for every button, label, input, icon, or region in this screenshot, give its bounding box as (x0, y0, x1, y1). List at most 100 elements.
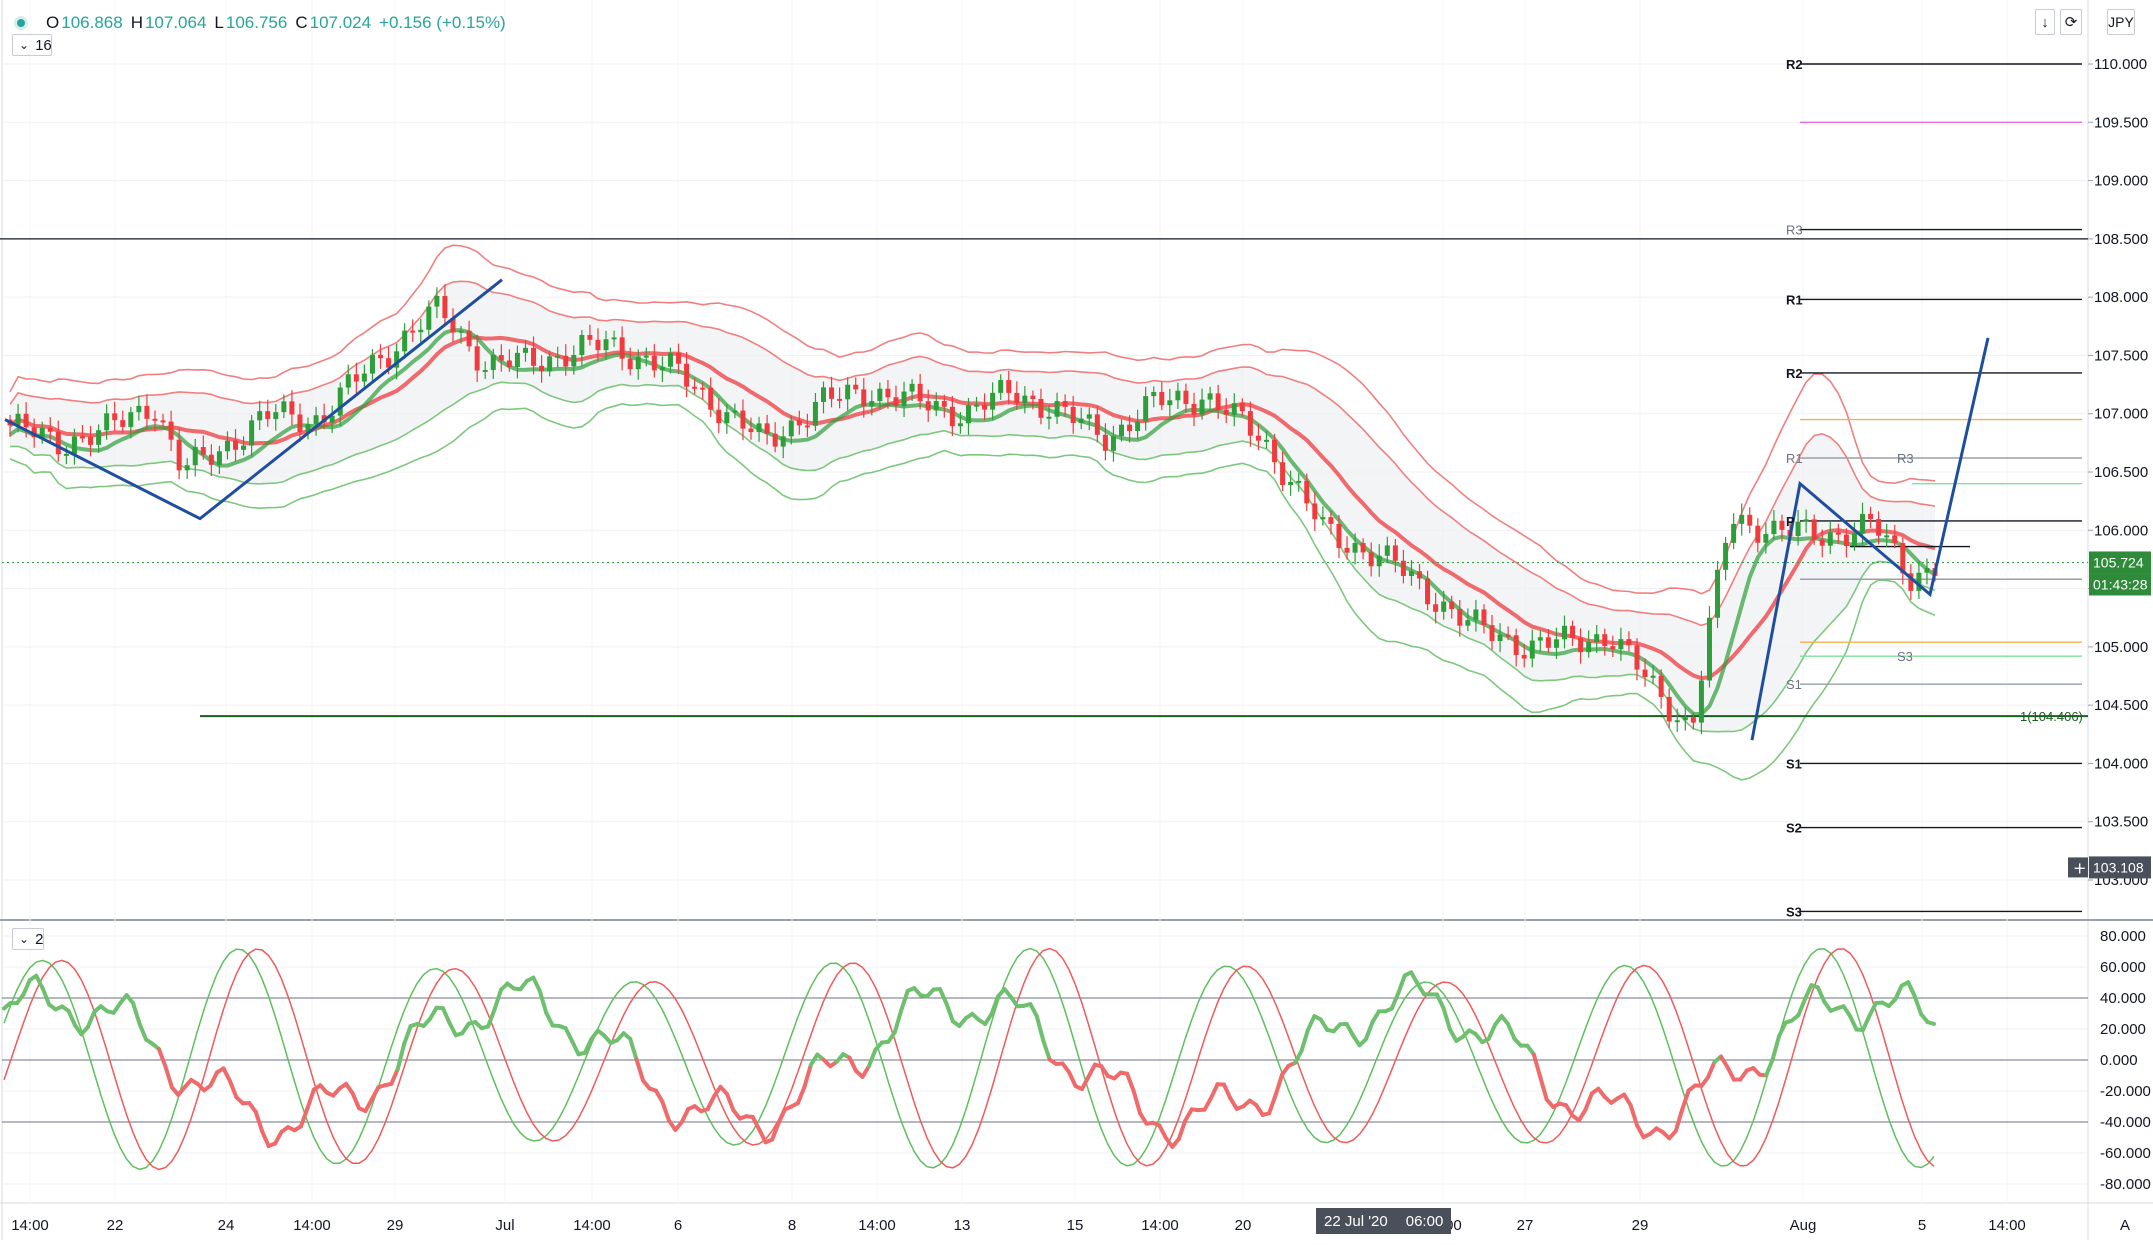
pivot-label: S3 (1897, 649, 1913, 664)
candle-body (217, 451, 222, 465)
candle-body (281, 401, 286, 412)
main-indicators-toggle[interactable]: ⌄ 16 (12, 34, 52, 56)
candle-body (749, 429, 754, 433)
osc-tick-label: 60.000 (2100, 959, 2146, 976)
candle-body (1473, 609, 1478, 620)
momentum-line (140, 1024, 146, 1040)
scale-down-button[interactable]: ↓ (2035, 9, 2055, 35)
momentum-line (43, 988, 49, 1004)
momentum-line (1766, 1059, 1772, 1075)
candle-body (1296, 481, 1301, 483)
momentum-line (1585, 1093, 1591, 1109)
momentum-line (946, 1003, 952, 1021)
candle-body (56, 432, 61, 454)
osc-tick-label: -60.000 (2100, 1145, 2151, 1162)
price-tick-label: 108.000 (2094, 289, 2148, 306)
candle-body (1820, 540, 1825, 546)
candle-body (354, 374, 359, 381)
candle-body (1328, 517, 1333, 524)
candle-body (1643, 670, 1648, 677)
osc-indicators-toggle[interactable]: ⌄ 2 (12, 928, 44, 950)
pivot-label: R1 (1786, 292, 1803, 307)
candle-body (1030, 396, 1035, 399)
time-tick-label: 29 (387, 1217, 404, 1234)
momentum-line (69, 1011, 75, 1025)
fib-label: 1(104.406) (2020, 709, 2083, 724)
momentum-line (637, 1060, 643, 1081)
candle-body (676, 353, 681, 364)
momentum-line (1443, 1008, 1449, 1029)
candle-body (177, 440, 182, 471)
momentum-line (443, 1008, 449, 1023)
candle-body (185, 465, 190, 470)
candle-body (1022, 396, 1027, 403)
momentum-line (1269, 1095, 1275, 1113)
candle-body (781, 436, 786, 446)
candle-body (161, 420, 166, 422)
sync-button[interactable]: ⟳ (2060, 9, 2082, 35)
candle-body (1828, 532, 1833, 545)
currency-button[interactable]: JPY (2107, 9, 2135, 35)
candle-body (579, 335, 584, 355)
candle-body (837, 399, 842, 401)
candle-body (740, 411, 745, 429)
momentum-line (165, 1066, 171, 1087)
pivot-label: P (1786, 514, 1795, 529)
momentum-line (572, 1041, 578, 1054)
candle-body (587, 335, 592, 340)
price-tick-label: 107.000 (2094, 406, 2148, 423)
candle-body (1683, 717, 1688, 720)
candle-body (1763, 534, 1768, 543)
symbol-status-icon (14, 16, 28, 30)
candle-body (1208, 393, 1213, 399)
momentum-line (159, 1049, 165, 1066)
candle-body (1498, 635, 1503, 641)
candle-body (120, 420, 125, 427)
candle-body (1159, 392, 1164, 405)
pivot-label: R2 (1786, 366, 1803, 381)
candle-body (1731, 524, 1736, 543)
momentum-line (1205, 1098, 1211, 1110)
candle-body (1143, 396, 1148, 421)
candle-body (1796, 522, 1801, 536)
osc-tick-label: -80.000 (2100, 1176, 2151, 1193)
time-tick-label: 14:00 (573, 1217, 611, 1234)
candle-body (547, 356, 552, 371)
time-tick-label: Aug (1790, 1217, 1817, 1234)
price-tick-label: 104.000 (2094, 755, 2148, 772)
candle-body (144, 406, 149, 419)
candle-body (1578, 638, 1583, 652)
momentum-line (1224, 1085, 1230, 1099)
low-label: L (214, 13, 223, 33)
time-tick-label: 14:00 (1141, 1217, 1179, 1234)
momentum-line (1915, 996, 1921, 1014)
candle-body (152, 419, 157, 421)
candle-body (998, 380, 1003, 393)
candle-body (467, 331, 472, 347)
candle-body (1111, 436, 1116, 451)
open-label: O (46, 13, 59, 33)
candle-body (475, 346, 480, 370)
candle-body (136, 406, 141, 412)
candle-body (757, 423, 762, 432)
candle-body (362, 374, 367, 382)
candle-body (700, 388, 705, 390)
momentum-line (1179, 1121, 1185, 1139)
candle-body (1530, 641, 1535, 659)
momentum-line (353, 1093, 359, 1108)
candle-body (1924, 568, 1929, 573)
candle-body (1659, 676, 1664, 697)
momentum-line (88, 1012, 94, 1027)
time-tick-label: 24 (218, 1217, 235, 1234)
momentum-line (211, 1072, 217, 1085)
candle-body (1441, 602, 1446, 612)
candle-body (1006, 380, 1011, 393)
candle-body (96, 430, 101, 445)
time-tick-label: 29 (1632, 1217, 1649, 1234)
candle-body (1417, 571, 1422, 578)
candle-body (1651, 676, 1656, 678)
candle-body (628, 359, 633, 369)
candle-body (370, 355, 375, 374)
